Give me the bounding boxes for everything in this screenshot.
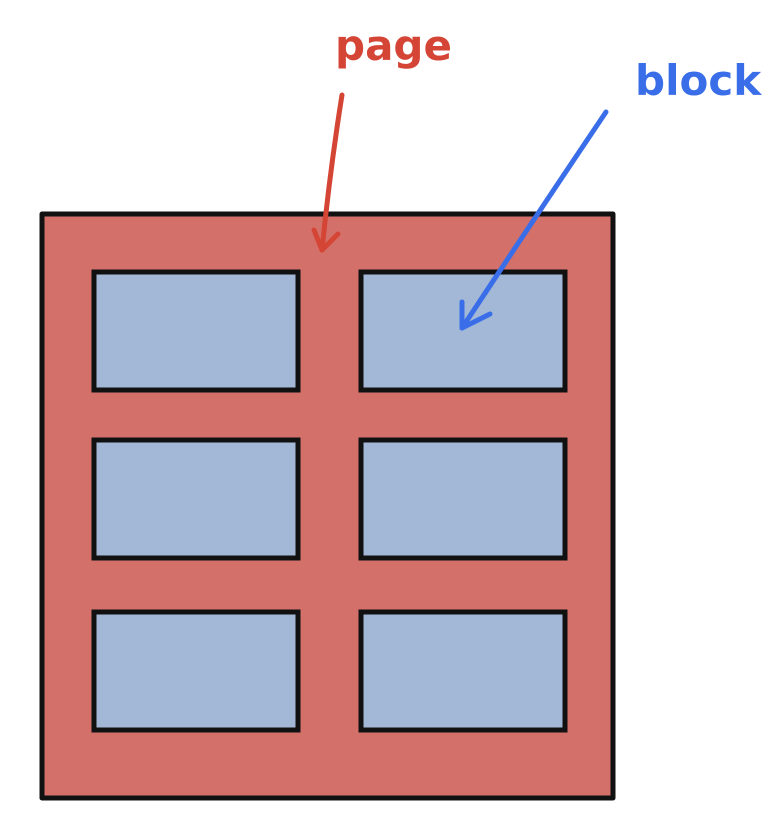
- block-row2-col1: [91, 437, 301, 561]
- page-label: page: [335, 21, 452, 70]
- block-row3-col2: [358, 609, 568, 733]
- block-row1-col2: [358, 269, 568, 393]
- block-row3-col1: [91, 609, 301, 733]
- block-row1-col1: [91, 269, 301, 393]
- block-row2-col2: [358, 437, 568, 561]
- block-arrow: [459, 109, 609, 331]
- block-label: block: [635, 56, 762, 105]
- block-grid: [91, 269, 568, 733]
- page-arrow: [311, 92, 345, 253]
